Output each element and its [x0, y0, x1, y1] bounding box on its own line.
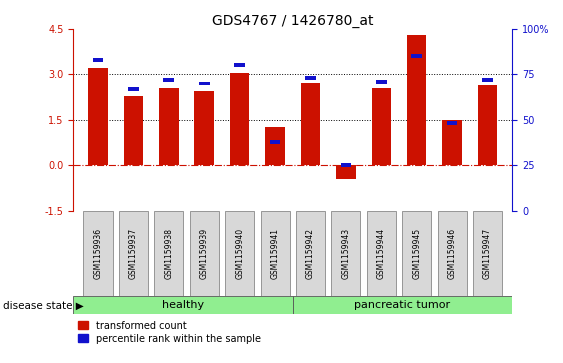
Bar	[199, 82, 209, 85]
Bar	[447, 122, 458, 125]
Text: GSM1159941: GSM1159941	[271, 228, 280, 279]
Text: GSM1159942: GSM1159942	[306, 228, 315, 279]
Bar	[230, 73, 249, 165]
FancyBboxPatch shape	[83, 211, 113, 296]
FancyBboxPatch shape	[332, 211, 360, 296]
Bar	[73, 296, 293, 314]
FancyBboxPatch shape	[119, 211, 148, 296]
Text: pancreatic tumor: pancreatic tumor	[355, 300, 450, 310]
Bar	[128, 87, 138, 91]
Bar	[482, 78, 493, 82]
Bar	[336, 165, 356, 179]
Text: GSM1159940: GSM1159940	[235, 228, 244, 279]
Text: GSM1159944: GSM1159944	[377, 228, 386, 279]
Bar	[301, 83, 320, 165]
Bar	[478, 85, 497, 165]
Bar	[265, 127, 285, 165]
Legend: transformed count, percentile rank within the sample: transformed count, percentile rank withi…	[78, 321, 261, 344]
Bar	[93, 58, 104, 62]
Bar	[407, 35, 426, 165]
Bar	[270, 140, 280, 143]
Bar	[372, 88, 391, 165]
Bar	[341, 163, 351, 167]
FancyBboxPatch shape	[154, 211, 184, 296]
Bar	[124, 95, 143, 165]
Text: GSM1159947: GSM1159947	[483, 228, 492, 279]
Bar	[412, 54, 422, 58]
FancyBboxPatch shape	[367, 211, 396, 296]
Text: GSM1159939: GSM1159939	[200, 228, 209, 279]
Bar	[159, 88, 178, 165]
Text: disease state ▶: disease state ▶	[3, 301, 83, 311]
Bar	[293, 296, 512, 314]
FancyBboxPatch shape	[402, 211, 431, 296]
Bar	[305, 76, 316, 80]
Text: GSM1159946: GSM1159946	[448, 228, 457, 279]
Text: healthy: healthy	[162, 300, 204, 310]
Bar	[163, 78, 174, 82]
Text: GSM1159936: GSM1159936	[93, 228, 102, 279]
Bar	[443, 120, 462, 165]
Bar	[234, 64, 245, 67]
FancyBboxPatch shape	[473, 211, 502, 296]
Text: GSM1159945: GSM1159945	[412, 228, 421, 279]
Title: GDS4767 / 1426780_at: GDS4767 / 1426780_at	[212, 14, 373, 28]
Text: GSM1159943: GSM1159943	[341, 228, 350, 279]
FancyBboxPatch shape	[437, 211, 467, 296]
FancyBboxPatch shape	[296, 211, 325, 296]
Text: GSM1159937: GSM1159937	[129, 228, 138, 279]
FancyBboxPatch shape	[190, 211, 219, 296]
Bar	[88, 68, 108, 165]
FancyBboxPatch shape	[225, 211, 254, 296]
FancyBboxPatch shape	[261, 211, 289, 296]
Bar	[194, 91, 214, 165]
Text: GSM1159938: GSM1159938	[164, 228, 173, 279]
Bar	[376, 80, 387, 83]
